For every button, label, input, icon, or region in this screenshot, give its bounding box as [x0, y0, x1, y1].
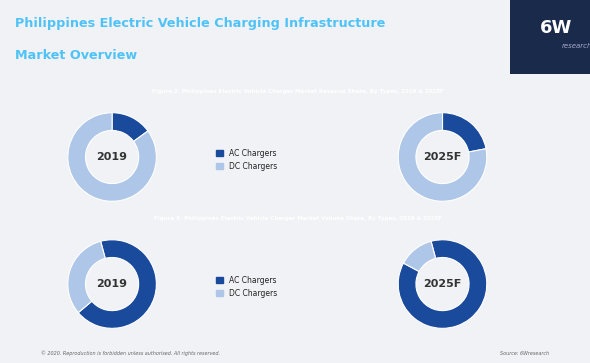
Wedge shape: [68, 241, 105, 313]
Text: 2019: 2019: [97, 279, 127, 289]
Legend: AC Chargers, DC Chargers: AC Chargers, DC Chargers: [216, 276, 277, 298]
Text: Figure 3: Philippines Electric Vehicle Charger Market Volume Share, By Types, 20: Figure 3: Philippines Electric Vehicle C…: [154, 216, 442, 221]
Text: Source: 6Wresearch: Source: 6Wresearch: [500, 351, 549, 355]
Wedge shape: [78, 240, 156, 328]
Text: © 2020. Reproduction is forbidden unless authorised. All rights reserved.: © 2020. Reproduction is forbidden unless…: [41, 350, 220, 356]
Bar: [510, 0, 590, 74]
Legend: AC Chargers, DC Chargers: AC Chargers, DC Chargers: [216, 149, 277, 171]
Text: 2025F: 2025F: [424, 152, 461, 162]
Text: research: research: [562, 43, 590, 49]
Wedge shape: [68, 113, 156, 201]
Wedge shape: [112, 113, 148, 141]
Text: Philippines Electric Vehicle Charging Infrastructure: Philippines Electric Vehicle Charging In…: [15, 17, 385, 30]
Wedge shape: [442, 113, 486, 152]
Wedge shape: [398, 240, 487, 329]
Text: 2019: 2019: [97, 152, 127, 162]
Wedge shape: [404, 241, 435, 272]
Text: Figure 2: Philippines Electric Vehicle Charger Market Revenue Share, By Types, 2: Figure 2: Philippines Electric Vehicle C…: [152, 89, 444, 94]
Text: 2025F: 2025F: [424, 279, 461, 289]
Wedge shape: [398, 113, 487, 201]
Text: Market Overview: Market Overview: [15, 49, 137, 62]
Text: 6W: 6W: [540, 19, 572, 37]
